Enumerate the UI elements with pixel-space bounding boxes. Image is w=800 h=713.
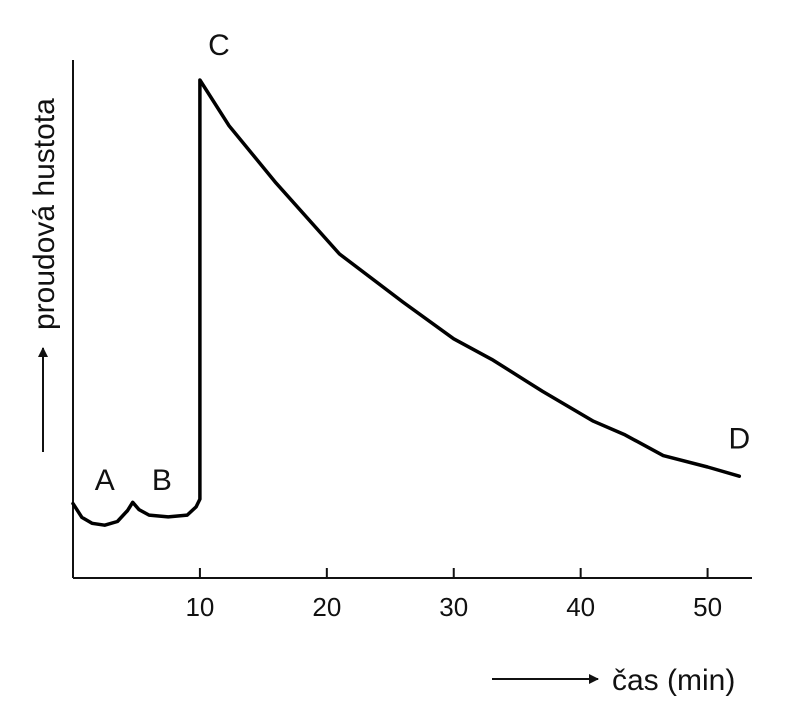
point-label-b: B [152, 464, 172, 497]
x-ticks: 10 20 30 40 50 [185, 568, 722, 622]
x-axis-title: čas (min) [612, 664, 735, 697]
x-tick-label: 30 [439, 592, 468, 622]
point-label-c: C [208, 29, 230, 62]
x-tick-label: 40 [566, 592, 595, 622]
point-label-d: D [728, 423, 750, 456]
x-tick-label: 10 [185, 592, 214, 622]
x-tick-label: 50 [693, 592, 722, 622]
x-tick-label: 20 [312, 592, 341, 622]
annotations: A B C D [95, 29, 750, 497]
series-line [71, 78, 742, 527]
point-label-a: A [95, 464, 115, 497]
y-axis-title: proudová hustota [28, 98, 61, 330]
